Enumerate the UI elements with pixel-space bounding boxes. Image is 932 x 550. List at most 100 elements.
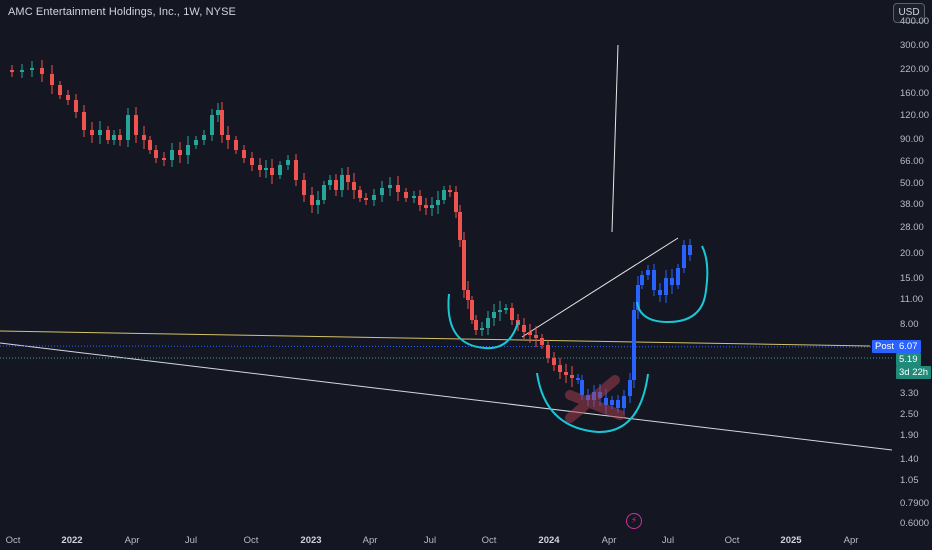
candle-body [154,150,158,158]
currency-button[interactable]: USD [893,3,925,23]
candle-body [302,180,306,195]
candle-body [610,400,614,405]
candle-body [534,335,538,338]
annotation-bowl-2 [536,372,649,434]
y-tick-label: 2.50 [900,409,919,420]
candle-body [470,300,474,320]
candle-body [448,190,452,192]
candle-body [436,200,440,205]
upper-trend-line [521,237,679,338]
candle-body [352,182,356,190]
post-price-line [0,345,893,348]
y-tick-label: 1.40 [900,454,919,465]
y-tick-label: 400.00 [900,16,930,27]
x-tick-label: 2025 [780,535,802,546]
y-tick-label: 3.30 [900,388,919,399]
annotation-cross [565,375,625,423]
candle-body [632,310,636,380]
candle-body [546,345,550,358]
candle-body [126,115,130,140]
y-tick-label: 90.00 [900,134,924,145]
candle-body [510,308,514,320]
candle-body [322,185,326,200]
annotation-bowl-3 [636,245,709,324]
candle-body [264,168,268,170]
candle-body [242,150,246,158]
candle-body [178,150,182,155]
x-tick-label: 2024 [538,535,560,546]
y-tick-label: 20.00 [900,248,924,259]
candle-body [466,290,470,300]
candle-body [234,140,238,150]
candle-body [220,110,224,135]
y-tick-label: 1.90 [900,430,919,441]
candle-body [334,180,338,190]
y-tick-label: 0.6000 [900,518,930,529]
candle-body [458,212,462,240]
candle-body [552,358,556,365]
candle-body [250,158,254,165]
yellow-trend-line [0,330,871,347]
x-tick-label: Apr [843,535,859,546]
candle-body [364,198,368,200]
x-tick-label: Jul [184,535,198,546]
x-tick-label: Oct [5,535,21,546]
candle-body [664,278,668,295]
candle-body [576,378,580,380]
y-tick-label: 66.00 [900,156,924,167]
chart-title: AMC Entertainment Holdings, Inc., 1W, NY… [8,6,236,18]
candle-body [682,245,686,268]
x-tick-label: Jul [661,535,675,546]
candle-body [388,185,392,188]
candle-body [404,192,408,198]
candle-body [658,290,662,295]
candle-body [50,74,54,85]
candle-body [486,318,490,328]
candle-body [652,270,656,290]
y-tick-label: 38.00 [900,199,924,210]
candle-body [40,68,44,74]
candle-body [82,112,86,130]
candle-body [202,135,206,140]
candle-body [358,190,362,198]
candle-body [170,150,174,160]
candle-body [286,160,290,165]
candle-body [412,196,416,198]
candle-body [628,380,632,396]
candle-body [134,115,138,135]
candle-body [316,200,320,205]
y-tick-label: 1.05 [900,475,919,486]
y-tick-label: 8.00 [900,319,919,330]
x-tick-label: Apr [601,535,617,546]
y-tick-label: 300.00 [900,40,930,51]
candle-body [372,195,376,200]
candle-body [258,165,262,170]
countdown-badge: 3d 22h [896,366,932,379]
x-tick-label: Apr [124,535,140,546]
candle-body [106,130,110,140]
candle-body [328,180,332,185]
x-tick-label: Jul [423,535,437,546]
x-tick-label: Oct [481,535,497,546]
candle-body [162,158,166,160]
candle-body [294,160,298,180]
candle-body [148,140,152,150]
candle-body [570,375,574,378]
logo-icon[interactable]: ⚡ [626,513,642,529]
y-tick-label: 120.00 [900,110,930,121]
candle-body [504,308,508,310]
post-price-badge: 6.07 [896,340,921,353]
candle-body [522,325,526,332]
candle-body [492,312,496,318]
y-tick-label: 28.00 [900,222,924,233]
y-tick-label: 50.00 [900,178,924,189]
candle-body [424,205,428,208]
candle-body [112,135,116,140]
vertical-annotation-line [611,44,619,233]
candle-body [66,95,70,100]
annotation-bowl-1 [447,293,519,350]
candle-body [226,135,230,140]
candle-body [270,168,274,175]
